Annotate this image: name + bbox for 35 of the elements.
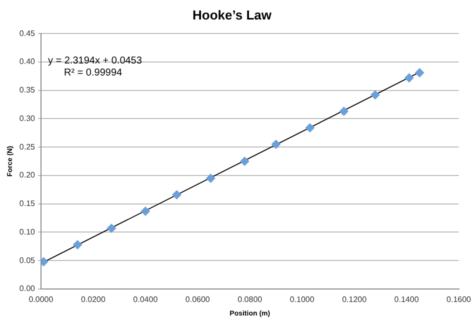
y-tick-label: 0.35 bbox=[19, 86, 36, 95]
x-tick-label: 0.0000 bbox=[28, 295, 54, 304]
point bbox=[305, 123, 314, 132]
x-tick-label: 0.1000 bbox=[290, 295, 315, 304]
chart-title: Hooke’s Law bbox=[192, 7, 272, 22]
y-tick-label: 0.40 bbox=[19, 57, 36, 66]
point bbox=[415, 68, 424, 78]
point bbox=[40, 257, 48, 266]
y-tick-label: 0.30 bbox=[19, 114, 36, 123]
x-tick-label: 0.1600 bbox=[446, 295, 472, 304]
point bbox=[339, 106, 348, 116]
y-tick-label: 0.10 bbox=[19, 227, 36, 236]
y-tick-label: 0.00 bbox=[19, 284, 36, 294]
point bbox=[106, 224, 116, 233]
y-tick-label: 0.05 bbox=[19, 256, 36, 265]
x-tick-label: 0.1400 bbox=[394, 295, 420, 304]
x-tick-label: 0.0400 bbox=[133, 295, 158, 304]
x-tick-label: 0.0200 bbox=[80, 295, 106, 304]
x-tick-label: 0.1200 bbox=[342, 295, 368, 304]
point bbox=[73, 240, 82, 250]
annotation: R² = 0.99994 bbox=[64, 67, 123, 78]
y-tick-label: 0.20 bbox=[19, 170, 36, 180]
point bbox=[140, 206, 150, 216]
x-tick-label: 0.0600 bbox=[185, 295, 210, 304]
y-tick-label: 0.15 bbox=[19, 199, 36, 208]
y-tick-label: 0.25 bbox=[19, 142, 36, 152]
point bbox=[271, 140, 280, 149]
point bbox=[240, 156, 250, 166]
annotation: y = 2.3194x + 0.0453 bbox=[48, 55, 142, 66]
point bbox=[370, 90, 380, 100]
x-tick-label: 0.0800 bbox=[238, 295, 263, 304]
point bbox=[172, 190, 182, 200]
y-tick-label: 0.45 bbox=[19, 28, 36, 38]
point bbox=[404, 73, 414, 82]
point bbox=[206, 174, 216, 183]
